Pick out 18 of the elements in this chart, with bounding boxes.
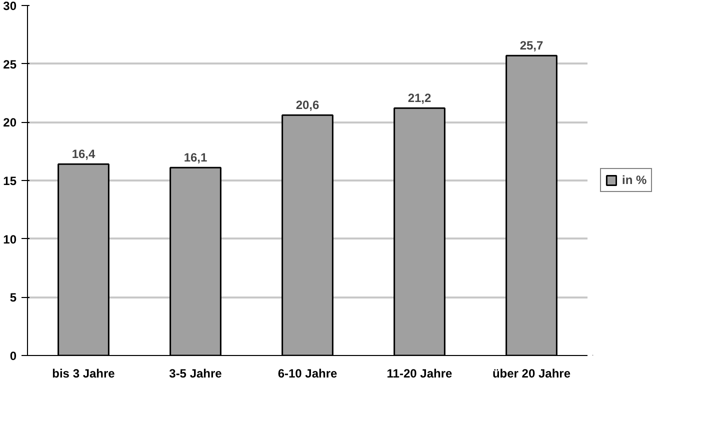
y-tick-label: 5: [10, 290, 17, 305]
y-tick-label: 0: [10, 349, 17, 363]
y-tick-label: 30: [3, 0, 17, 13]
x-tick-label: 3-5 Jahre: [169, 366, 222, 380]
y-tick-label: 15: [3, 174, 17, 188]
data-label: 21,2: [408, 91, 432, 106]
data-label: 16,4: [72, 147, 96, 162]
data-label: 25,7: [520, 38, 544, 53]
x-tick-label: 11-20 Jahre: [386, 366, 453, 380]
data-label: 20,6: [296, 98, 320, 112]
x-tick-label: über 20 Jahre: [492, 366, 571, 380]
data-label: 16,1: [184, 150, 208, 165]
y-tick-label: 10: [3, 232, 17, 246]
legend-label: in %: [622, 173, 647, 187]
x-tick-label: 6-10 Jahre: [278, 366, 338, 380]
x-tick-label: bis 3 Jahre: [52, 366, 116, 380]
y-tick-label: 20: [3, 116, 17, 130]
y-tick-label: 25: [3, 57, 17, 72]
